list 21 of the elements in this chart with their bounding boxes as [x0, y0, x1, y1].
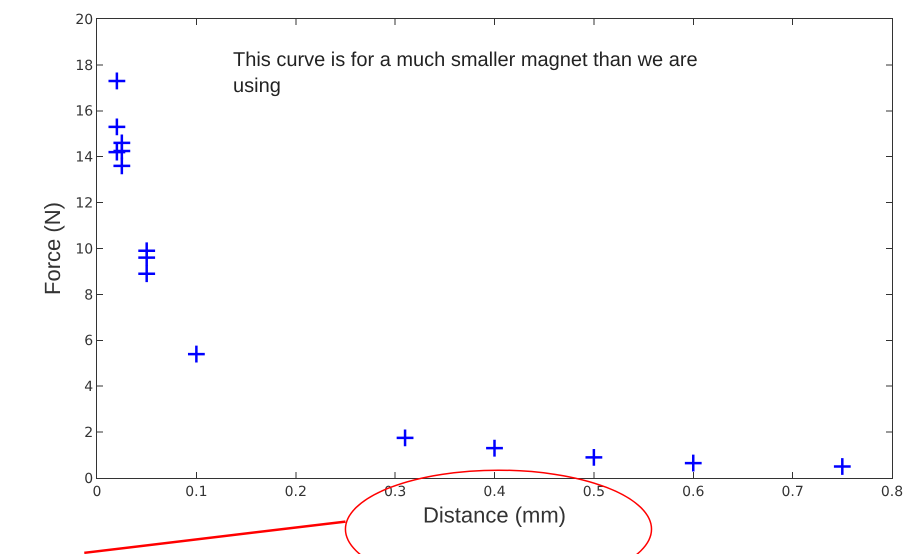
y-tick-label: 8 — [84, 287, 94, 304]
y-tick-label: 16 — [75, 104, 94, 120]
x-tick-label: 0.7 — [781, 484, 804, 500]
x-tick-label: 0.8 — [880, 484, 904, 500]
y-tick-label: 10 — [75, 241, 94, 258]
x-axis-title: Distance (mm) — [422, 502, 566, 528]
y-tick-label: 18 — [75, 58, 94, 74]
y-axis-title: Force (N) — [40, 202, 66, 295]
y-tick-label: 0 — [84, 470, 94, 487]
annotation: This curve is for a much smaller magnet than we are using — [233, 49, 698, 97]
y-tick-label: 20 — [75, 12, 94, 28]
x-tick-label: 0.2 — [284, 484, 307, 500]
y-tick-label: 14 — [75, 150, 94, 166]
y-tick-label: 2 — [84, 425, 94, 441]
x-tick-label: 0.6 — [682, 484, 704, 500]
y-tick-label: 4 — [84, 379, 94, 396]
y-tick-label: 12 — [75, 196, 94, 212]
x-tick-label: 0.1 — [185, 484, 208, 500]
x-tick-label: 0.5 — [582, 484, 606, 500]
x-tick-label: 0.4 — [483, 484, 506, 500]
y-tick-label: 6 — [84, 333, 94, 350]
